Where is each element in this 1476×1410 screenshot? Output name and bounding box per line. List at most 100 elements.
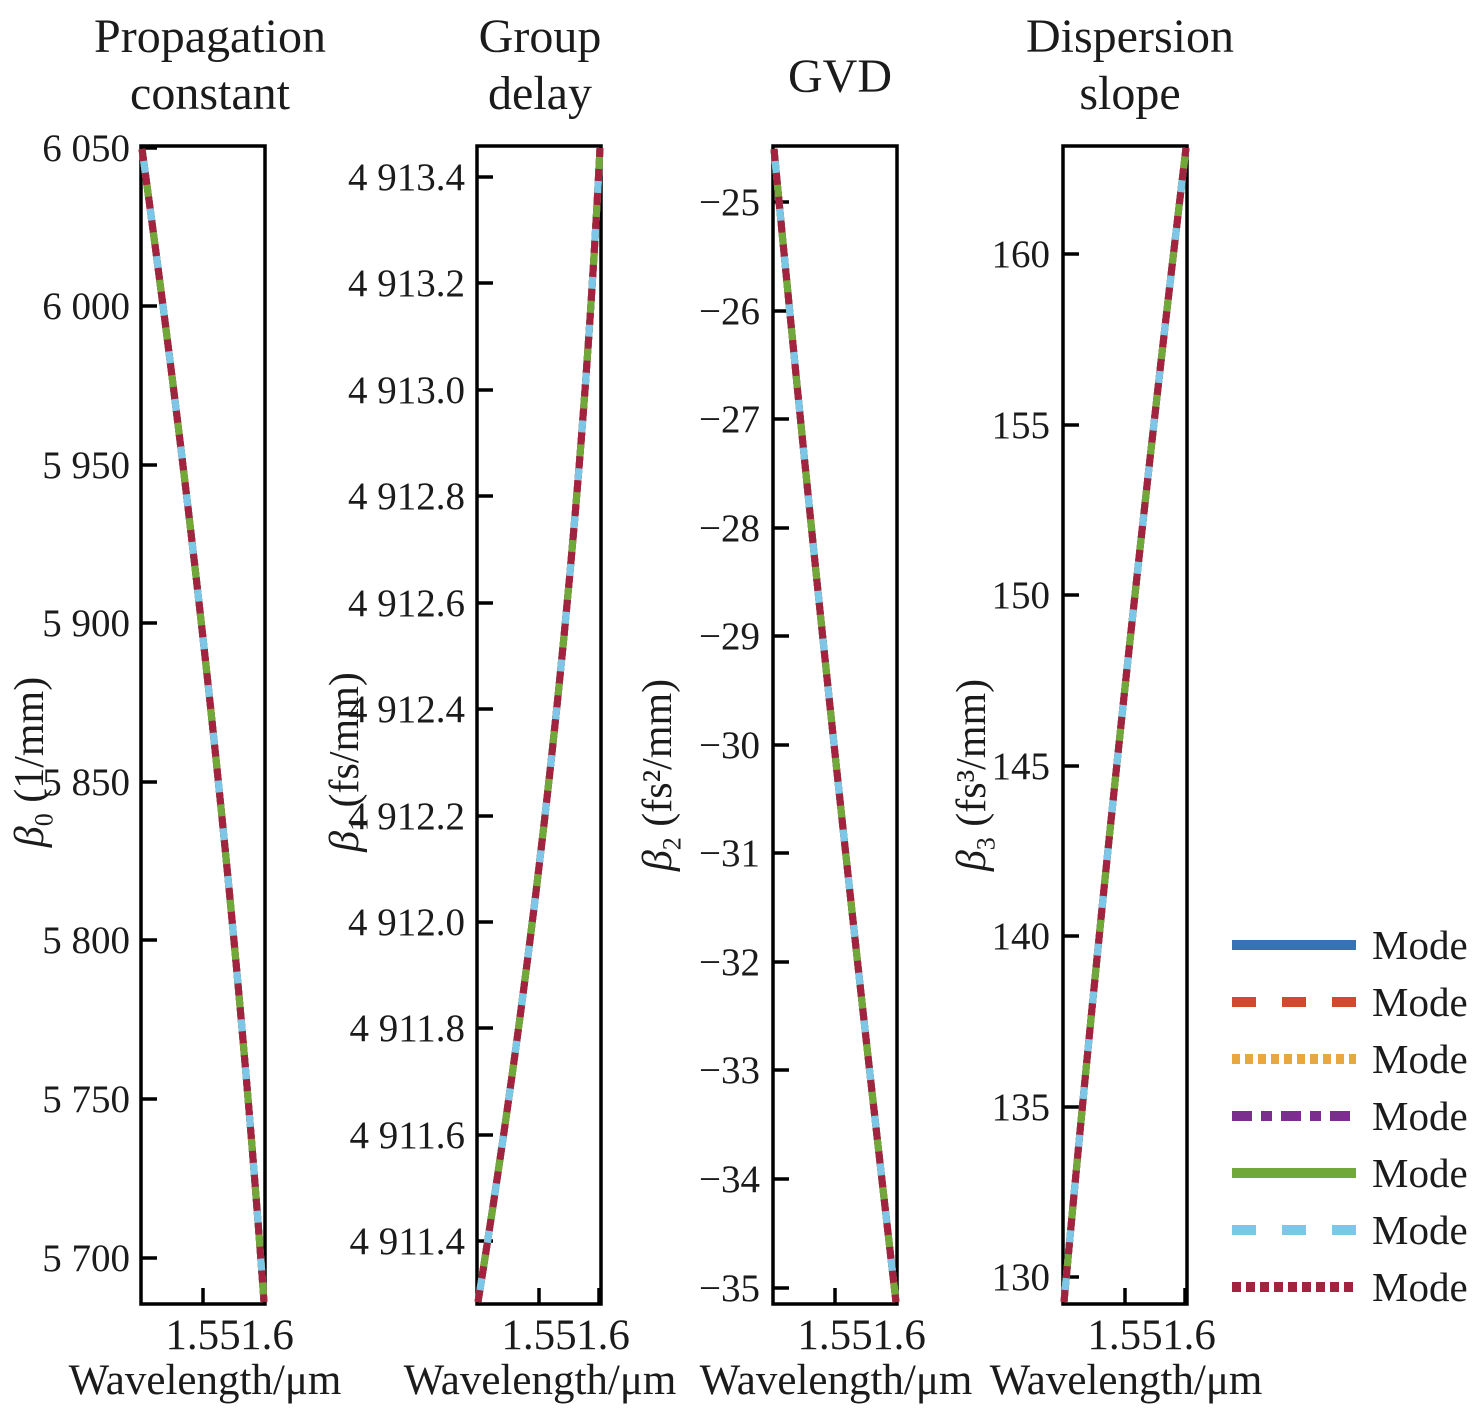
ytick-label: 6 000	[42, 285, 130, 328]
ytick-label: 140	[991, 915, 1051, 958]
panel2-ylabel: β1 (fs/mm)	[319, 592, 374, 932]
panel2-title-line2: delay	[488, 67, 592, 120]
ytick-label: −31	[699, 832, 760, 875]
ytick-label: 4 912.8	[348, 475, 465, 518]
mode-7-curve	[774, 149, 896, 1302]
panel4-title: Dispersion slope	[945, 8, 1315, 122]
beta-symbol: β	[7, 826, 53, 848]
ytick-label: −34	[699, 1158, 760, 1201]
beta-subscript: 2	[657, 837, 687, 851]
beta-symbol: β	[635, 850, 681, 872]
ytick-label: 4 913.4	[348, 156, 465, 199]
mode-6-curve	[478, 148, 600, 1302]
xtick-label: 1.6	[576, 1312, 630, 1359]
panel-gvd	[773, 144, 897, 1306]
ytick-label: −33	[699, 1049, 760, 1092]
legend-label-mode-5: Mode 5	[1372, 1150, 1476, 1196]
mode-6-curve	[142, 149, 264, 1302]
mode-1-curve	[478, 148, 600, 1302]
beta-subscript: 0	[29, 813, 59, 827]
ytick-label: 5 700	[42, 1237, 130, 1280]
panel2-xlabel: Wavelength/μm	[403, 1357, 677, 1404]
panel4-title-line2: slope	[1079, 67, 1181, 120]
legend-markers	[1232, 940, 1356, 1292]
panel1-title-line1: Propagation	[94, 10, 326, 63]
panel1-xlabel: Wavelength/μm	[68, 1357, 342, 1404]
ytick-label: 4 911.8	[349, 1007, 465, 1050]
ytick-label: 5 800	[42, 919, 130, 962]
ylabel-units: (fs/mm)	[322, 672, 368, 818]
panel1-xticks	[201, 1288, 265, 1304]
panel3-yticks	[773, 200, 789, 1290]
panel3-xlabel: Wavelength/μm	[699, 1357, 973, 1404]
panel2-curves	[478, 148, 600, 1302]
panel3-ylabel: β2 (fs²/mm)	[632, 605, 687, 945]
panel1-yticks	[141, 146, 157, 1260]
mode-5-curve	[478, 148, 600, 1302]
ytick-label: 4 912.0	[348, 901, 465, 944]
ytick-label: 4 912.6	[348, 582, 465, 625]
ytick-label: 4 912.2	[348, 795, 465, 838]
panel3-title: GVD	[665, 48, 1015, 105]
ytick-label: 5 950	[42, 444, 130, 487]
mode-4-curve	[478, 148, 600, 1302]
ytick-label: 4 913.2	[348, 262, 465, 305]
legend-label-mode-3: Mode 3	[1372, 1036, 1476, 1082]
panel4-title-line1: Dispersion	[1026, 10, 1234, 63]
ylabel-units: (1/mm)	[7, 676, 53, 814]
mode-3-curve	[142, 149, 264, 1302]
ytick-label: 4 913.0	[348, 369, 465, 412]
plot-box	[475, 144, 603, 1306]
mode-2-curve	[478, 148, 600, 1302]
mode-2-curve	[142, 149, 264, 1302]
ytick-label: 4 911.4	[349, 1220, 465, 1263]
panel-propagation-constant	[139, 144, 267, 1306]
panel1-ylabel: β0 (1/mm)	[4, 592, 59, 932]
xtick-label: 1.6	[872, 1312, 926, 1359]
legend-label-mode-1: Mode 1	[1372, 922, 1476, 968]
mode-1-curve	[142, 149, 264, 1302]
beta-subscript: 3	[971, 837, 1001, 851]
legend-label-mode-4: Mode 4	[1372, 1093, 1476, 1139]
panel-group-delay	[475, 144, 603, 1306]
ytick-label: −32	[699, 941, 760, 984]
panel4-curves	[1064, 148, 1186, 1302]
ytick-label: 4 912.4	[348, 688, 465, 731]
panel2-title: Group delay	[355, 8, 725, 122]
ytick-label: −35	[699, 1267, 760, 1310]
beta-symbol: β	[949, 850, 995, 872]
mode-5-curve	[142, 149, 264, 1302]
xtick-label: 1.55	[501, 1312, 577, 1359]
mode-7-curve	[1064, 148, 1186, 1302]
panel4-ylabel: β3 (fs³/mm)	[946, 605, 1001, 945]
ytick-label: 155	[991, 404, 1051, 447]
ytick-label: −30	[699, 724, 760, 767]
ytick-label: −25	[699, 181, 760, 224]
plot-box	[139, 144, 267, 1306]
ytick-label: 5 900	[42, 602, 130, 645]
ytick-label: −26	[699, 290, 760, 333]
xtick-label: 1.6	[240, 1312, 294, 1359]
panel4-yticks	[1063, 252, 1079, 1279]
ytick-label: 5 750	[42, 1078, 130, 1121]
ytick-label: 4 911.6	[349, 1114, 465, 1157]
panel3-curves	[774, 149, 896, 1302]
mode-7-curve	[142, 149, 264, 1302]
beta-subscript: 1	[344, 817, 374, 831]
ytick-label: 150	[991, 574, 1051, 617]
ytick-label: −28	[699, 507, 760, 550]
legend-label-mode-6: Mode 6	[1372, 1207, 1476, 1253]
panel4-xlabel: Wavelength/μm	[989, 1357, 1263, 1404]
xtick-label: 1.55	[165, 1312, 241, 1359]
ytick-label: 5 850	[42, 761, 130, 804]
ylabel-units: (fs³/mm)	[949, 678, 995, 838]
panel3-title-line1: GVD	[788, 50, 892, 103]
panel1-title-line2: constant	[130, 67, 290, 120]
panel1-curves	[142, 149, 264, 1302]
ytick-label: 135	[991, 1086, 1051, 1129]
panel2-xticks	[537, 1288, 601, 1304]
panel-dispersion-slope	[1063, 144, 1187, 1306]
panel3-xticks	[833, 1288, 897, 1304]
